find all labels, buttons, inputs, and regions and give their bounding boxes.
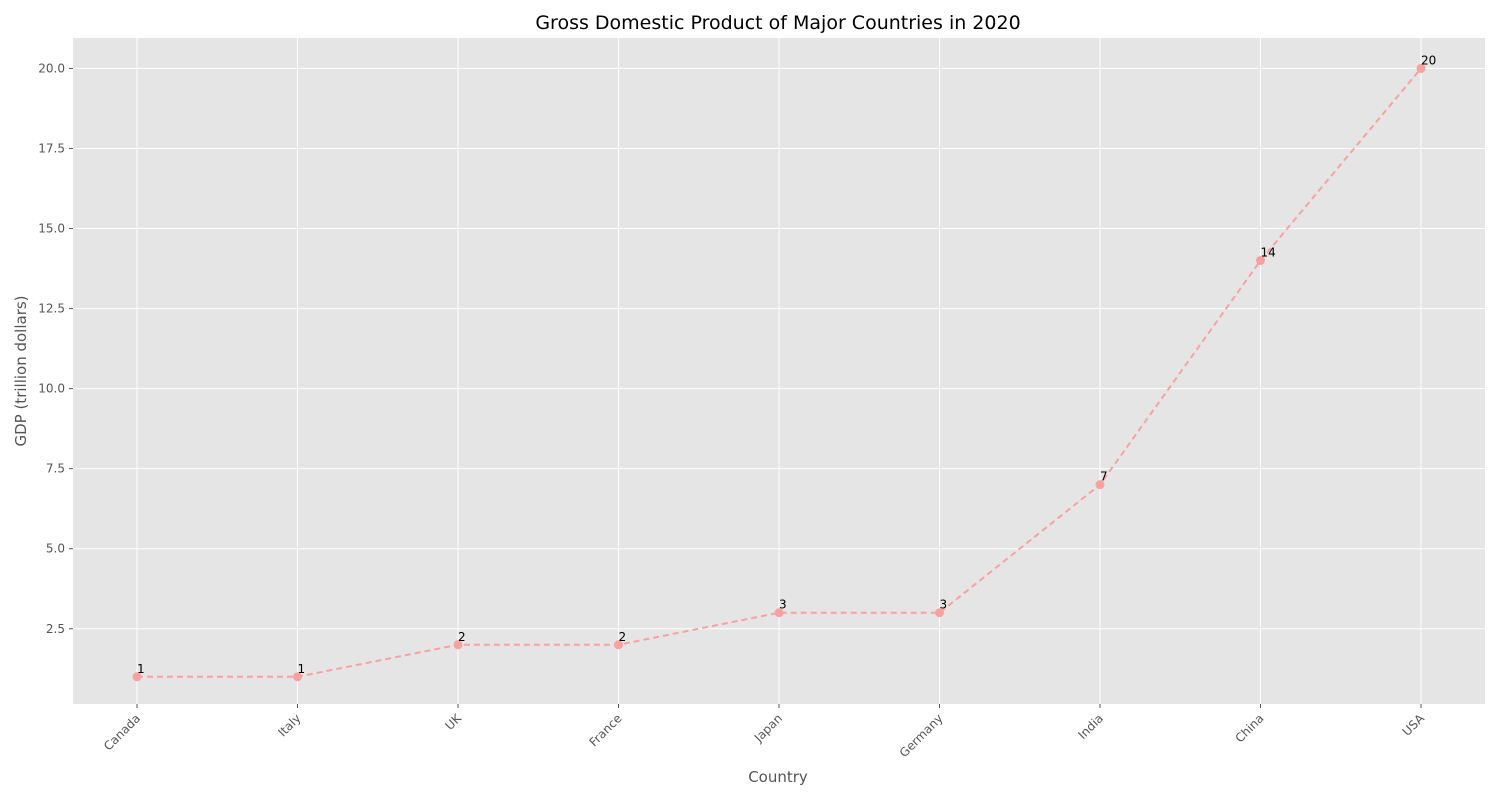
data-point bbox=[614, 640, 623, 650]
chart-title: Gross Domestic Product of Major Countrie… bbox=[535, 12, 1020, 34]
data-point bbox=[293, 672, 302, 682]
data-point bbox=[1256, 256, 1265, 266]
data-label: 14 bbox=[1261, 246, 1276, 260]
series-layer bbox=[132, 63, 1426, 682]
label-layer: 1 1 2 2 3 3 7 14 20 bbox=[137, 53, 1436, 675]
x-tick-label: China bbox=[1232, 711, 1266, 745]
data-point bbox=[935, 608, 944, 618]
x-tick-label: USA bbox=[1400, 711, 1428, 739]
y-tick-label: 12.5 bbox=[38, 302, 65, 316]
x-axis-label: Country bbox=[748, 768, 808, 786]
data-point bbox=[1416, 63, 1426, 73]
data-label: 7 bbox=[1100, 470, 1108, 484]
data-label: 2 bbox=[458, 630, 466, 644]
grid-layer bbox=[73, 38, 1485, 704]
x-tick-label: Japan bbox=[751, 711, 785, 745]
x-tick-label: Canada bbox=[101, 711, 143, 753]
y-tick-label: 15.0 bbox=[38, 222, 65, 236]
data-point bbox=[453, 640, 463, 650]
data-label: 1 bbox=[298, 662, 306, 676]
data-label: 2 bbox=[619, 630, 627, 644]
y-tick-label: 2.5 bbox=[46, 622, 65, 636]
x-tick-label: India bbox=[1075, 711, 1106, 742]
x-tick-label: Germany bbox=[897, 711, 946, 760]
y-tick-label: 10.0 bbox=[38, 382, 65, 396]
series-line bbox=[137, 67, 1422, 678]
y-axis-label: GDP (trillion dollars) bbox=[12, 295, 30, 446]
data-point bbox=[1095, 480, 1105, 490]
y-tick-label: 20.0 bbox=[38, 61, 65, 75]
data-point bbox=[774, 608, 784, 618]
x-tick-label: UK bbox=[442, 710, 464, 732]
x-tick-label: France bbox=[587, 711, 625, 749]
data-label: 1 bbox=[137, 662, 145, 676]
y-tick-label: 17.5 bbox=[38, 141, 65, 155]
y-tick-label: 7.5 bbox=[46, 462, 65, 476]
data-label: 3 bbox=[779, 598, 787, 612]
x-tick-label: Italy bbox=[275, 711, 303, 739]
y-tick-label: 5.0 bbox=[46, 542, 65, 556]
data-point bbox=[132, 672, 142, 682]
data-label: 3 bbox=[940, 598, 948, 612]
data-label: 20 bbox=[1421, 53, 1436, 67]
